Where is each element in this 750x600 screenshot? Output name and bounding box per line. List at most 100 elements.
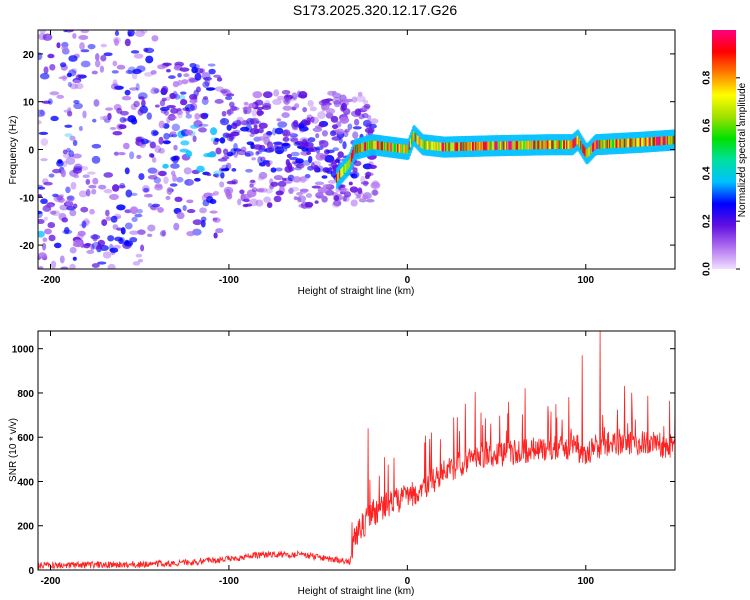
spectrogram-blob: [265, 188, 273, 194]
spectrogram-blob: [134, 213, 143, 218]
spectrogram-blob: [294, 166, 303, 171]
spectrogram-blob: [67, 81, 72, 88]
spectrogram-blob: [299, 176, 309, 182]
spectrogram-blob: [344, 128, 350, 133]
spectrogram-blob: [194, 64, 200, 69]
spectrogram-blob: [352, 167, 358, 173]
spectrogram-blob: [58, 76, 68, 80]
spectrogram-blob: [249, 179, 256, 184]
spectrogram-blob: [316, 191, 324, 199]
spectrogram-blob: [299, 124, 308, 132]
spectrogram-blob: [101, 219, 108, 227]
spectrogram-blob: [150, 129, 159, 137]
spectrogram-blob: [358, 198, 367, 203]
spectrogram-blob: [42, 205, 52, 212]
spectrogram-blob: [361, 112, 369, 119]
spectrogram-blob: [258, 162, 266, 167]
spectrogram-blob: [81, 220, 87, 229]
spectrogram-blob: [275, 167, 283, 172]
spectrogram-blob: [118, 238, 124, 245]
spectrogram-blob: [158, 136, 164, 145]
spectrogram-blob: [325, 108, 336, 115]
spectrogram-blob: [102, 115, 109, 121]
spectrogram-blob: [189, 99, 198, 104]
spectrogram-blob: [38, 109, 46, 118]
spectrogram-blob: [257, 175, 265, 181]
spectrogram-blob: [354, 108, 362, 116]
spectrogram-blob: [214, 137, 220, 142]
spectrogram-blob: [262, 102, 272, 108]
spectrogram-blob: [273, 174, 284, 181]
spectrogram-blob: [272, 141, 283, 145]
spectrogram-blob: [164, 110, 169, 116]
spectrogram-blob: [151, 203, 161, 208]
spectrogram-blob: [215, 228, 224, 234]
spectrogram-blob: [245, 168, 253, 173]
spectrogram-blob: [302, 106, 308, 113]
spectrogram-blob: [357, 91, 363, 97]
spectrogram-blob: [231, 179, 238, 185]
spectrogram-blob: [173, 222, 180, 231]
spectrogram-blob: [256, 188, 265, 193]
spectrogram-blob: [144, 72, 154, 77]
spectrogram-x-tick-label: 100: [577, 275, 594, 286]
spectrogram-blob: [148, 153, 154, 158]
spectrogram-blob: [177, 79, 183, 86]
spectrogram-blob: [86, 249, 95, 254]
spectrogram-blob: [225, 96, 233, 101]
snr-y-tick-label: 200: [17, 522, 34, 533]
spectrogram-blob: [300, 201, 309, 210]
spectrogram-blob: [105, 107, 114, 111]
spectrogram-blob: [99, 65, 105, 73]
spectrogram-blob: [342, 141, 347, 150]
spectrogram-blob: [336, 121, 342, 128]
spectrogram-blob: [38, 252, 47, 259]
spectrogram-blob: [80, 30, 90, 34]
spectrogram-blob: [63, 109, 70, 113]
spectrogram-blob: [65, 199, 73, 207]
spectrogram-blob: [215, 147, 222, 155]
spectrogram-blob: [302, 159, 311, 166]
spectrogram-blob: [219, 118, 230, 126]
spectrogram-x-tick-label: 0: [405, 275, 411, 286]
spectrogram-blob: [93, 99, 100, 107]
spectrogram-blob: [169, 183, 178, 187]
spectrogram-blob: [170, 163, 180, 169]
spectrogram-blob: [59, 62, 67, 68]
spectrogram-blob: [173, 144, 178, 151]
spectrogram-blob: [295, 163, 305, 169]
spectrogram-blob: [158, 120, 165, 129]
spectrogram-blob: [220, 168, 230, 172]
spectrogram-blob: [185, 129, 194, 136]
snr-plot-area: [38, 331, 675, 570]
spectrogram-blob: [212, 217, 221, 223]
spectrogram-blob: [226, 124, 232, 131]
spectrogram-blob: [281, 112, 290, 118]
spectrogram-blob: [274, 146, 285, 155]
spectrogram-blob: [72, 256, 77, 261]
spectrogram-blob: [246, 189, 257, 198]
spectrogram-blob: [109, 193, 119, 201]
spectrogram-blob: [131, 72, 138, 80]
spectrogram-blob: [91, 188, 97, 195]
spectrogram-blob: [38, 120, 43, 125]
spectrogram-blob: [172, 174, 177, 182]
spectrogram-blob: [250, 117, 260, 126]
spectrogram-blob: [135, 83, 140, 91]
spectrogram-blob: [243, 101, 249, 106]
spectrogram-blob: [125, 189, 133, 198]
colorbar-ticks: 0.0 0.2 0.4 0.6 0.8: [702, 70, 740, 276]
colorbar-label: Normalized spectral amplitude: [737, 82, 748, 217]
spectrogram-blob: [114, 85, 124, 90]
snr-x-tick-label: -200: [40, 576, 60, 587]
spectrogram-blob: [217, 158, 228, 162]
spectrogram-blob: [119, 110, 129, 116]
spectrogram-blob: [180, 91, 187, 95]
spectrogram-blob: [263, 196, 272, 203]
figure-title: S173.2025.320.12.17.G26: [292, 2, 458, 18]
spectrogram-blob: [107, 235, 115, 242]
snr-y-ticks: 0 200 400 600 800 1000: [12, 345, 675, 577]
spectrogram-blob: [203, 76, 212, 81]
spectrogram-blob: [184, 103, 195, 112]
spectrogram-blob: [244, 203, 253, 207]
